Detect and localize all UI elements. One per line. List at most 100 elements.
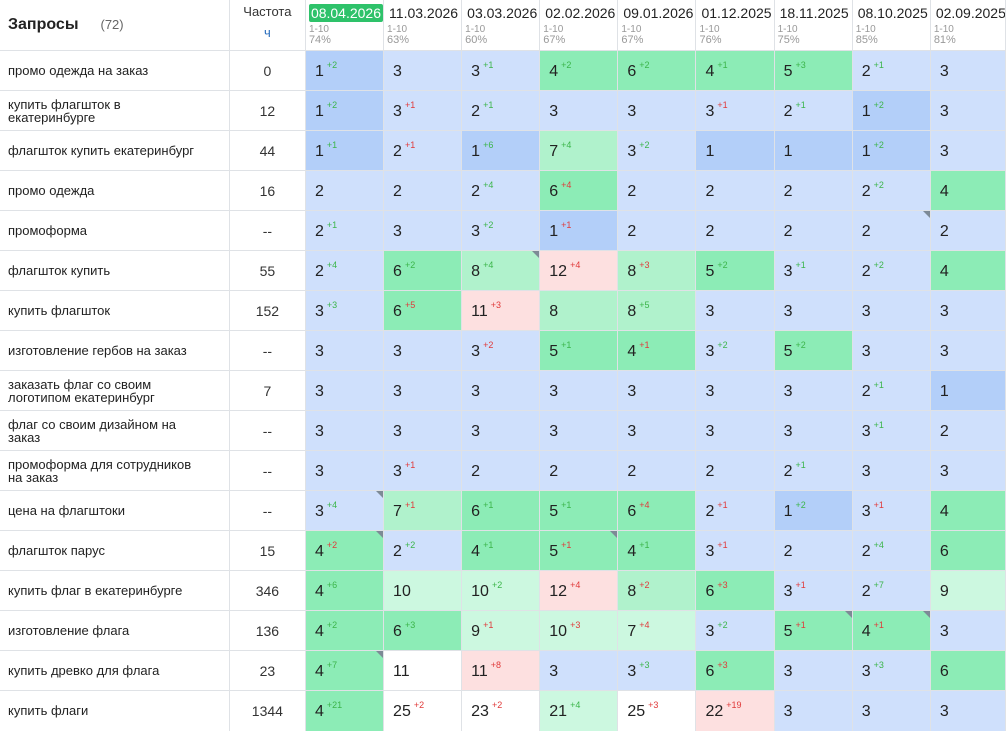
note-corner-marker[interactable]	[610, 531, 617, 538]
position-cell[interactable]: 8 +3	[617, 250, 697, 291]
position-cell[interactable]: 3	[930, 450, 1006, 491]
position-cell[interactable]: 3 +1	[461, 50, 541, 91]
query-cell[interactable]: флагшток купить	[0, 250, 230, 291]
date-label[interactable]: 18.11.2025	[779, 5, 849, 21]
position-cell[interactable]: 2	[383, 170, 463, 211]
position-cell[interactable]: 11	[383, 650, 463, 691]
position-cell[interactable]: 3	[774, 650, 853, 691]
position-cell[interactable]: 1 +2	[305, 50, 385, 91]
position-cell[interactable]: 3 +1	[695, 90, 775, 131]
position-cell[interactable]: 3 +1	[383, 450, 463, 491]
position-cell[interactable]: 4 +6	[305, 570, 385, 611]
position-cell[interactable]: 3 +1	[852, 410, 931, 451]
position-cell[interactable]: 3	[695, 290, 775, 331]
position-cell[interactable]: 3	[930, 50, 1006, 91]
date-label[interactable]: 01.12.2025	[701, 5, 772, 21]
position-cell[interactable]: 2	[461, 450, 541, 491]
date-label[interactable]: 09.01.2026	[623, 5, 694, 21]
date-label[interactable]: 11.03.2026	[389, 5, 459, 21]
position-cell[interactable]: 2	[930, 210, 1006, 251]
query-cell[interactable]: изготовление флага	[0, 610, 230, 651]
position-cell[interactable]: 6 +4	[539, 170, 619, 211]
position-cell[interactable]: 3 +3	[617, 650, 697, 691]
position-cell[interactable]: 7 +4	[539, 130, 619, 171]
date-label[interactable]: 02.09.2025	[935, 5, 1006, 21]
note-corner-marker[interactable]	[376, 491, 383, 498]
position-cell[interactable]: 1 +2	[305, 90, 385, 131]
position-cell[interactable]: 2 +1	[774, 450, 853, 491]
position-cell[interactable]: 1	[930, 370, 1006, 411]
position-cell[interactable]: 3 +2	[695, 330, 775, 371]
position-cell[interactable]: 3	[695, 410, 775, 451]
position-cell[interactable]: 3	[383, 210, 463, 251]
position-cell[interactable]: 3	[852, 330, 931, 371]
position-cell[interactable]: 5 +2	[695, 250, 775, 291]
query-cell[interactable]: купить флаги	[0, 690, 230, 731]
position-cell[interactable]: 6 +1	[461, 490, 541, 531]
position-cell[interactable]: 3 +2	[461, 330, 541, 371]
position-cell[interactable]: 4 +2	[305, 530, 385, 571]
query-cell[interactable]: купить флагшток	[0, 290, 230, 331]
position-cell[interactable]: 6	[930, 650, 1006, 691]
position-cell[interactable]: 3 +2	[617, 130, 697, 171]
query-cell[interactable]: изготовление гербов на заказ	[0, 330, 230, 371]
date-label[interactable]: 02.02.2026	[545, 5, 616, 21]
note-corner-marker[interactable]	[376, 531, 383, 538]
position-cell[interactable]: 4 +1	[695, 50, 775, 91]
position-cell[interactable]: 2 +1	[695, 490, 775, 531]
position-cell[interactable]: 1 +6	[461, 130, 541, 171]
date-column-header[interactable]: 02.09.2025 1-10 81%	[930, 0, 1006, 51]
date-column-header[interactable]: 11.03.2026 1-10 63%	[383, 0, 463, 51]
position-cell[interactable]: 8 +2	[617, 570, 697, 611]
position-cell[interactable]: 3	[305, 370, 385, 411]
position-cell[interactable]: 10 +2	[461, 570, 541, 611]
note-corner-marker[interactable]	[922, 611, 930, 618]
date-column-header[interactable]: 18.11.2025 1-10 75%	[774, 0, 853, 51]
date-label[interactable]: 08.04.2026	[308, 4, 383, 22]
position-cell[interactable]: 2	[617, 210, 697, 251]
position-cell[interactable]: 1	[774, 130, 853, 171]
position-cell[interactable]: 3	[930, 690, 1006, 731]
date-column-header[interactable]: 09.01.2026 1-10 67%	[617, 0, 697, 51]
position-cell[interactable]: 2 +1	[852, 370, 931, 411]
position-cell[interactable]: 12 +4	[539, 250, 619, 291]
position-cell[interactable]: 3	[774, 370, 853, 411]
position-cell[interactable]: 7 +1	[383, 490, 463, 531]
position-cell[interactable]: 3	[930, 330, 1006, 371]
position-cell[interactable]: 3	[930, 130, 1006, 171]
position-cell[interactable]: 3 +3	[852, 650, 931, 691]
position-cell[interactable]: 4 +2	[305, 610, 385, 651]
position-cell[interactable]: 4 +2	[539, 50, 619, 91]
query-cell[interactable]: флаг со своим дизайном на заказ	[0, 410, 230, 451]
position-cell[interactable]: 5 +3	[774, 50, 853, 91]
frequency-type-link[interactable]: ч	[263, 25, 271, 40]
position-cell[interactable]: 3 +2	[695, 610, 775, 651]
position-cell[interactable]: 22 +19	[695, 690, 775, 731]
position-cell[interactable]: 2 +2	[383, 530, 463, 571]
position-cell[interactable]: 3 +1	[774, 250, 853, 291]
position-cell[interactable]: 3	[305, 330, 385, 371]
position-cell[interactable]: 2 +4	[305, 250, 385, 291]
date-column-header[interactable]: 01.12.2025 1-10 76%	[695, 0, 775, 51]
position-cell[interactable]: 3 +1	[383, 90, 463, 131]
position-cell[interactable]: 3	[930, 610, 1006, 651]
query-cell[interactable]: купить флаг в екатеринбурге	[0, 570, 230, 611]
date-column-header[interactable]: 08.10.2025 1-10 85%	[852, 0, 931, 51]
position-cell[interactable]: 25 +3	[617, 690, 697, 731]
position-cell[interactable]: 5 +1	[539, 530, 619, 571]
position-cell[interactable]: 4 +7	[305, 650, 385, 691]
position-cell[interactable]: 9 +1	[461, 610, 541, 651]
date-column-header[interactable]: 03.03.2026 1-10 60%	[461, 0, 541, 51]
position-cell[interactable]: 11 +8	[461, 650, 541, 691]
position-cell[interactable]: 4	[930, 250, 1006, 291]
position-cell[interactable]: 2	[852, 210, 931, 251]
position-cell[interactable]: 4	[930, 490, 1006, 531]
position-cell[interactable]: 3 +1	[774, 570, 853, 611]
position-cell[interactable]: 3	[930, 290, 1006, 331]
position-cell[interactable]: 3 +3	[305, 290, 385, 331]
note-corner-marker[interactable]	[922, 211, 930, 218]
date-label[interactable]: 08.10.2025	[857, 5, 928, 21]
position-cell[interactable]: 2 +4	[852, 530, 931, 571]
position-cell[interactable]: 23 +2	[461, 690, 541, 731]
position-cell[interactable]: 2	[617, 450, 697, 491]
